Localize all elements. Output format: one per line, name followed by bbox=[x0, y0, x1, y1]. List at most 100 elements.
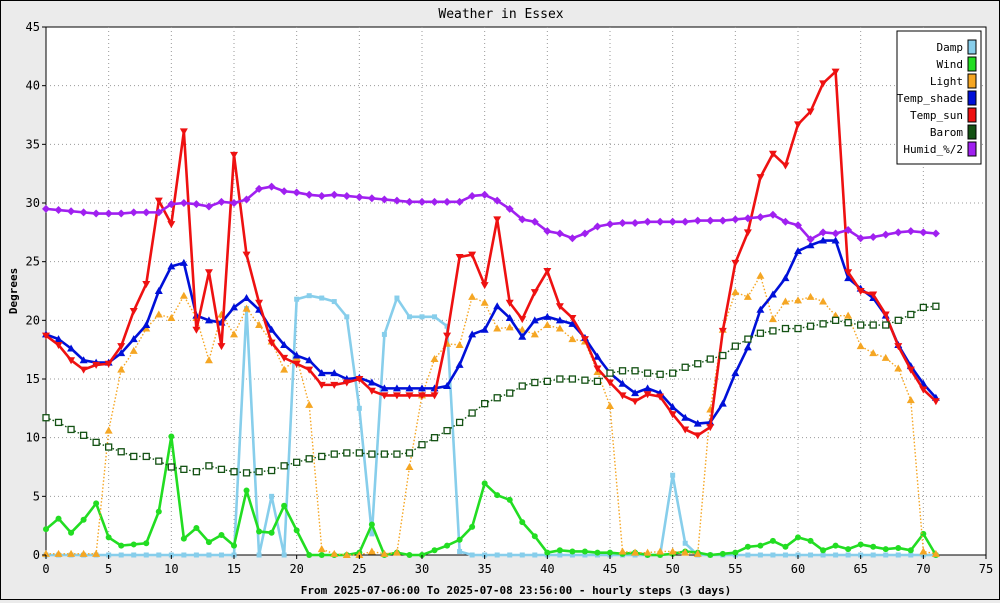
data-point bbox=[743, 343, 752, 351]
data-point bbox=[806, 108, 815, 116]
data-point bbox=[806, 241, 815, 249]
data-point bbox=[168, 433, 175, 440]
data-point bbox=[669, 369, 677, 377]
data-point bbox=[330, 190, 339, 199]
data-point bbox=[631, 218, 640, 227]
data-point bbox=[54, 206, 63, 215]
data-point bbox=[355, 449, 363, 457]
data-point bbox=[468, 251, 477, 259]
y-tick-label: 10 bbox=[26, 431, 40, 445]
data-point bbox=[342, 191, 351, 200]
x-tick-label: 70 bbox=[916, 562, 930, 576]
x-tick-label: 10 bbox=[164, 562, 178, 576]
data-point bbox=[42, 204, 50, 213]
data-point bbox=[443, 426, 451, 435]
data-point bbox=[593, 222, 602, 231]
data-point bbox=[668, 403, 677, 411]
data-point bbox=[531, 533, 538, 540]
data-point bbox=[405, 384, 414, 392]
data-point bbox=[631, 548, 640, 556]
data-point bbox=[218, 552, 224, 558]
data-point bbox=[844, 225, 853, 234]
data-point bbox=[693, 216, 702, 225]
data-point bbox=[205, 462, 213, 470]
data-point bbox=[105, 443, 113, 451]
data-point bbox=[54, 341, 63, 349]
data-point bbox=[907, 547, 914, 554]
data-point bbox=[794, 296, 802, 304]
data-point bbox=[218, 532, 225, 539]
data-point bbox=[419, 314, 425, 320]
data-point bbox=[230, 330, 238, 338]
data-point bbox=[718, 399, 727, 407]
data-point bbox=[230, 151, 238, 159]
chart-title: Weather in Essex bbox=[438, 7, 563, 22]
data-point bbox=[230, 468, 238, 476]
data-point bbox=[392, 384, 401, 392]
data-point bbox=[444, 542, 451, 549]
data-point bbox=[519, 552, 525, 558]
x-tick-label: 15 bbox=[227, 562, 241, 576]
data-point bbox=[845, 552, 851, 558]
data-point bbox=[205, 539, 212, 546]
x-tick-label: 0 bbox=[42, 562, 49, 576]
data-point bbox=[543, 227, 552, 236]
data-point bbox=[255, 468, 263, 476]
data-point bbox=[67, 344, 76, 352]
data-point bbox=[342, 551, 351, 558]
data-point bbox=[656, 547, 665, 555]
data-point bbox=[432, 314, 438, 320]
data-point bbox=[530, 217, 539, 226]
data-point bbox=[117, 343, 126, 351]
data-point bbox=[719, 351, 727, 360]
data-point bbox=[392, 392, 401, 400]
data-point bbox=[670, 472, 676, 478]
data-point bbox=[293, 458, 301, 466]
data-point bbox=[318, 452, 326, 461]
data-point bbox=[831, 229, 840, 238]
data-point bbox=[908, 552, 914, 558]
data-point bbox=[493, 196, 502, 205]
data-point bbox=[242, 469, 251, 477]
data-point bbox=[782, 543, 789, 550]
grid-lines bbox=[46, 27, 986, 555]
data-point bbox=[430, 355, 439, 363]
data-point bbox=[79, 431, 88, 439]
data-point bbox=[54, 335, 63, 343]
data-point bbox=[505, 323, 514, 331]
data-point bbox=[280, 340, 289, 348]
data-point bbox=[392, 548, 401, 556]
data-point bbox=[593, 377, 602, 385]
data-point bbox=[881, 230, 890, 239]
data-point bbox=[80, 516, 87, 523]
x-tick-label: 55 bbox=[728, 562, 742, 576]
data-point bbox=[781, 162, 790, 170]
data-point bbox=[819, 80, 828, 88]
data-point bbox=[569, 552, 575, 558]
data-point bbox=[305, 366, 314, 374]
legend-label: Humid_%/2 bbox=[903, 143, 963, 156]
data-point bbox=[255, 184, 264, 193]
x-tick-label: 65 bbox=[853, 562, 867, 576]
legend-label: Damp bbox=[937, 41, 964, 54]
data-point bbox=[768, 150, 777, 158]
data-point bbox=[744, 335, 752, 343]
data-point bbox=[293, 527, 300, 534]
data-point bbox=[557, 552, 563, 558]
data-point bbox=[857, 321, 865, 329]
data-point bbox=[481, 399, 489, 408]
data-point bbox=[42, 414, 50, 422]
data-point bbox=[593, 365, 602, 373]
data-point bbox=[643, 217, 652, 226]
data-point bbox=[694, 360, 702, 368]
data-point bbox=[731, 259, 740, 267]
data-point bbox=[682, 540, 688, 546]
data-point bbox=[180, 465, 188, 473]
data-point bbox=[192, 200, 201, 209]
data-point bbox=[393, 450, 401, 458]
legend-label: Wind bbox=[937, 58, 964, 71]
data-point bbox=[757, 552, 763, 558]
data-point bbox=[757, 542, 764, 549]
data-point bbox=[217, 465, 226, 473]
data-point bbox=[42, 332, 50, 340]
